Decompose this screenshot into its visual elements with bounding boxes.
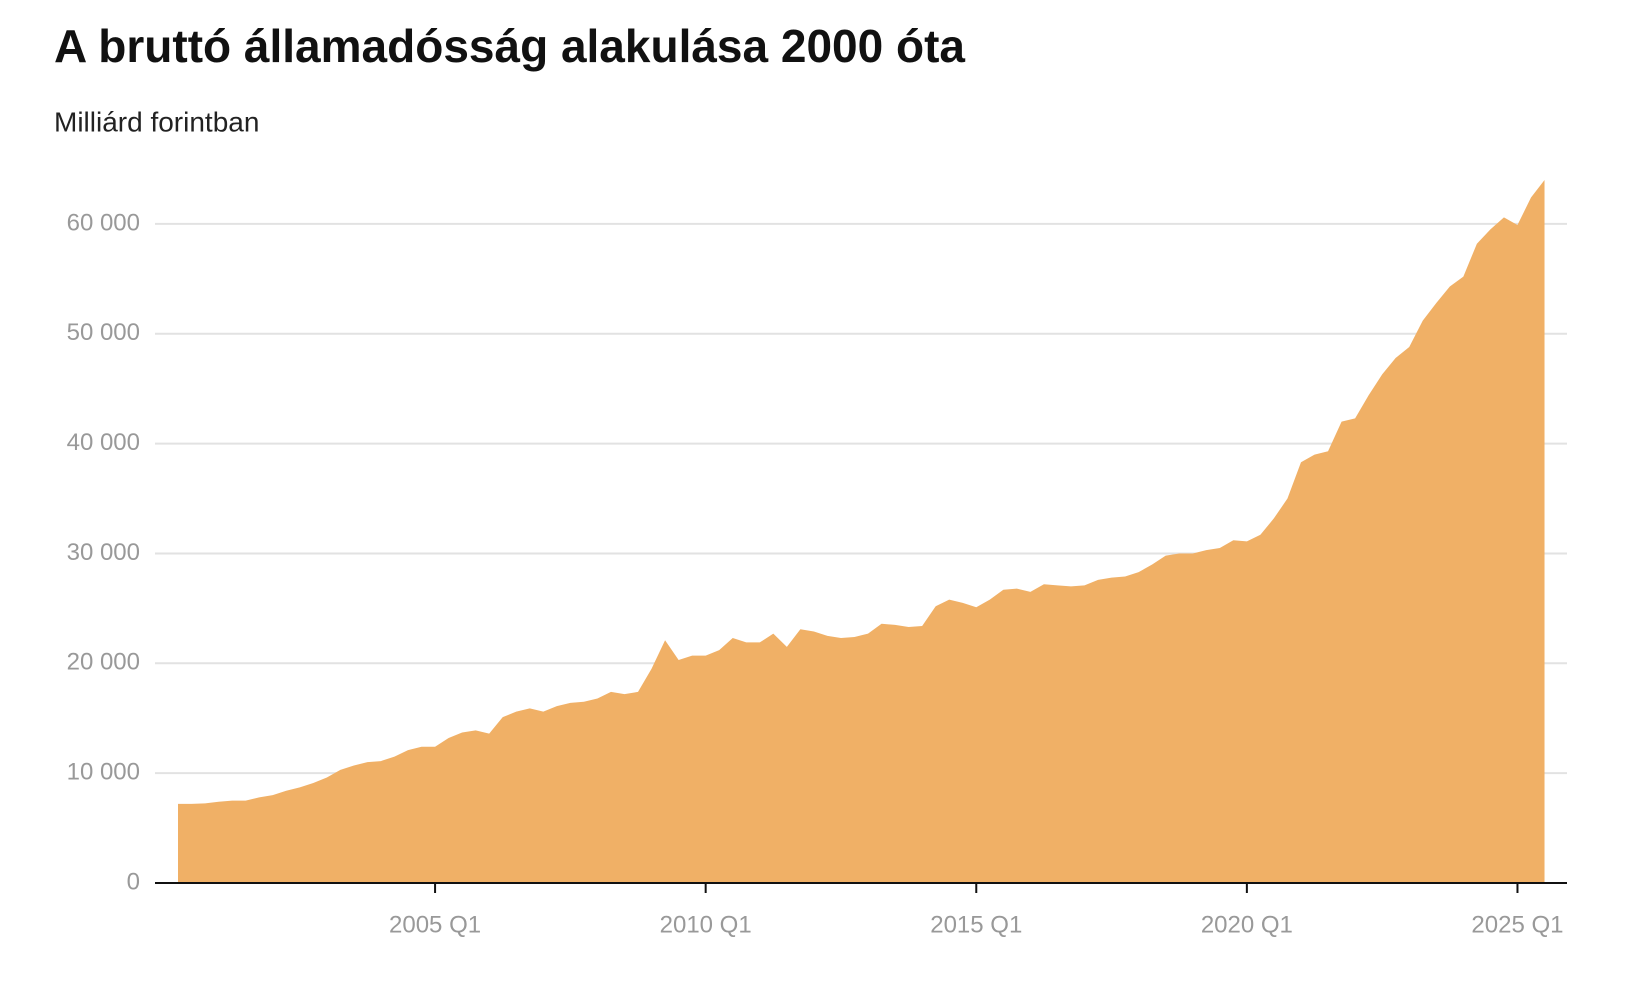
x-tick-label: 2025 Q1	[1471, 911, 1563, 938]
y-tick-label: 60 000	[67, 209, 140, 236]
y-tick-label: 40 000	[67, 429, 140, 456]
y-tick-label: 50 000	[67, 319, 140, 346]
y-tick-label: 0	[127, 868, 140, 895]
x-tick-label: 2015 Q1	[930, 911, 1022, 938]
y-tick-label: 30 000	[67, 539, 140, 566]
x-tick-label: 2010 Q1	[660, 911, 752, 938]
area	[178, 179, 1545, 883]
x-tick-label: 2005 Q1	[389, 911, 481, 938]
chart-subtitle: Milliárd forintban	[54, 106, 259, 137]
y-tick-label: 20 000	[67, 649, 140, 676]
y-tick-label: 10 000	[67, 758, 140, 785]
x-tick-label: 2020 Q1	[1201, 911, 1293, 938]
chart-title: A bruttó államadósság alakulása 2000 óta	[54, 20, 965, 72]
